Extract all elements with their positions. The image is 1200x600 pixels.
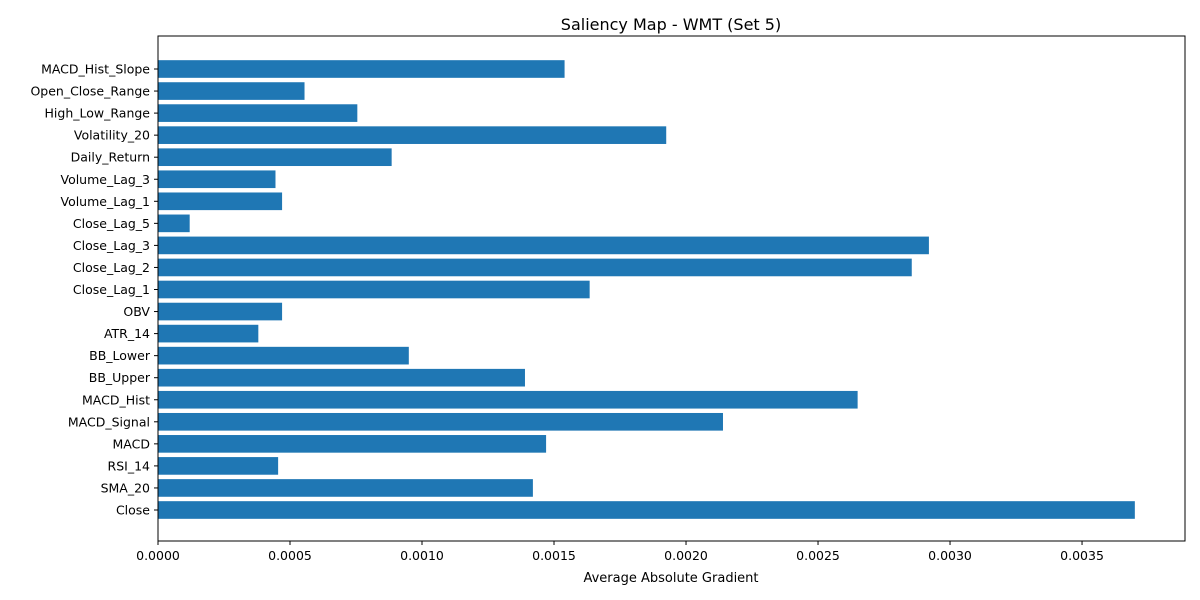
y-tick-label: BB_Upper [89, 370, 151, 385]
y-tick-label: Close_Lag_2 [73, 260, 150, 275]
chart-title: Saliency Map - WMT (Set 5) [561, 15, 781, 34]
y-tick-label: Close_Lag_5 [73, 216, 150, 231]
bar-obv [158, 302, 283, 321]
bar-open-close-range [158, 82, 305, 100]
bar-macd-hist [158, 390, 858, 409]
y-tick-label: Volume_Lag_3 [60, 172, 150, 187]
x-tick-label: 0.0025 [796, 548, 840, 563]
y-tick-label: SMA_20 [101, 480, 150, 495]
y-tick-label: High_Low_Range [45, 106, 151, 121]
bar-bb-upper [158, 368, 525, 387]
bar-atr-14 [158, 324, 259, 343]
x-tick-label: 0.0005 [268, 548, 312, 563]
y-tick-label: Close [116, 503, 150, 518]
bar-close [158, 501, 1135, 519]
y-tick-label: MACD_Signal [68, 414, 150, 429]
x-axis-label: Average Absolute Gradient [583, 571, 758, 586]
bar-volume-lag-1 [158, 192, 283, 211]
bars-group [158, 60, 1135, 519]
bar-macd [158, 435, 547, 453]
bar-high-low-range [158, 104, 358, 122]
y-tick-label: MACD [113, 436, 150, 451]
plot-frame [157, 35, 1186, 542]
x-tick-label: 0.0015 [532, 548, 576, 563]
bar-close-lag-5 [158, 214, 190, 233]
y-tick-label: Close_Lag_1 [73, 282, 150, 297]
bar-rsi-14 [158, 457, 279, 475]
bar-close-lag-1 [158, 280, 590, 299]
y-tick-label: MACD_Hist [82, 392, 150, 407]
y-tick-label: Volume_Lag_1 [60, 194, 150, 209]
x-tick-label: 0.0030 [928, 548, 972, 563]
x-axis: 0.0000 0.0005 0.0010 0.0015 0.0020 0.0025 0.00… [136, 541, 1104, 563]
y-tick-label: BB_Lower [89, 348, 151, 363]
x-tick-label: 0.0010 [400, 548, 444, 563]
y-tick-label: MACD_Hist_Slope [41, 62, 150, 77]
x-tick-label: 0.0000 [136, 548, 180, 563]
y-tick-label: Open_Close_Range [30, 84, 150, 99]
y-tick-label: RSI_14 [108, 458, 151, 473]
y-tick-label: Volatility_20 [74, 128, 150, 143]
y-tick-label: Close_Lag_3 [73, 238, 150, 253]
bar-close-lag-2 [158, 258, 912, 277]
bar-volatility-20 [158, 126, 667, 144]
bar-macd-signal [158, 412, 723, 431]
bar-daily-return [158, 148, 392, 167]
x-tick-label: 0.0020 [664, 548, 708, 563]
bar-sma-20 [158, 479, 533, 497]
y-tick-label: OBV [123, 304, 150, 319]
bar-volume-lag-3 [158, 170, 276, 189]
bar-close-lag-3 [158, 236, 929, 255]
bar-macd-hist-slope [158, 60, 565, 78]
x-tick-label: 0.0035 [1060, 548, 1104, 563]
y-tick-label: ATR_14 [104, 326, 150, 341]
y-tick-label: Daily_Return [71, 150, 150, 165]
bar-bb-lower [158, 346, 409, 365]
y-axis: Close SMA_20 RSI_14 MACD MACD_Signal MACD_His… [30, 62, 158, 518]
